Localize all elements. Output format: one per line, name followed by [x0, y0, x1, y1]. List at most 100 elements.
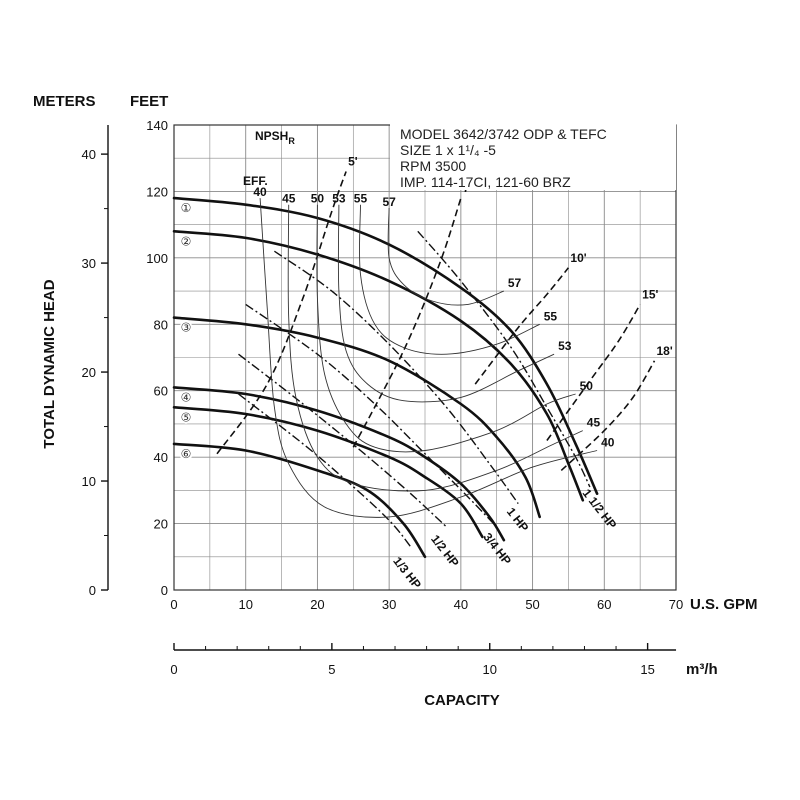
- m3h-tick-label: 10: [483, 662, 497, 677]
- grid: [173, 124, 677, 591]
- efficiency-curve-label-top: 40: [253, 185, 267, 199]
- impeller-marker-bg: [179, 447, 193, 461]
- npshr-curve-label: 10': [570, 251, 586, 265]
- hp-curve-label: 1 1/2 HP: [580, 486, 620, 531]
- impeller-marker: ②: [181, 234, 192, 248]
- x-tick-label: 40: [454, 597, 468, 612]
- efficiency-curve-label-right: 57: [508, 276, 522, 290]
- y-feet-tick-label: 120: [146, 184, 168, 199]
- hp-curve: [273, 250, 519, 505]
- meters-tick-label: 40: [82, 147, 96, 162]
- meters-axis-label: METERS: [33, 93, 96, 110]
- x-tick-label: 30: [382, 597, 396, 612]
- hp-curve: [238, 353, 447, 528]
- y-feet-tick-label: 100: [146, 251, 168, 266]
- horsepower-curves: 1 1/2 HP 1 HP3/4 HP 1/2 HP1/3 HP: [238, 230, 620, 592]
- impeller-marker: ⑤: [181, 410, 192, 424]
- x-tick-label: 50: [525, 597, 539, 612]
- y-feet-tick-label: 140: [146, 118, 168, 133]
- y-feet-tick-label: 60: [154, 384, 168, 399]
- efficiency-curve: [358, 204, 540, 355]
- npshr-curve: [560, 360, 656, 471]
- info-line-rpm: RPM 3500: [400, 158, 466, 174]
- x-tick-label: 20: [310, 597, 324, 612]
- efficiency-curve-label-top: 45: [282, 192, 296, 206]
- y-axis-title: TOTAL DYNAMIC HEAD: [41, 279, 58, 448]
- meters-tick-label: 0: [89, 583, 96, 598]
- efficiency-curve-label-top: 57: [382, 195, 396, 209]
- efficiency-curve-label-top: 55: [354, 192, 368, 206]
- impeller-marker: ①: [181, 201, 192, 215]
- axes: 0 10 20 30 40 50 60 700204060801001201400102030…: [82, 118, 684, 677]
- efficiency-curve-label-right: 55: [544, 309, 558, 323]
- m3h-tick-label: 5: [328, 662, 335, 677]
- efficiency-curve: [316, 204, 576, 453]
- info-line-impeller: IMP. 114-17CI, 121-60 BRZ: [400, 174, 571, 190]
- info-line-model: MODEL 3642/3742 ODP & TEFC: [400, 126, 607, 142]
- info-line-size: SIZE 1 x 1¹/₄ -5: [400, 142, 496, 158]
- impeller-curve-4: [172, 386, 506, 542]
- meters-tick-label: 20: [82, 365, 96, 380]
- impeller-marker: ④: [181, 390, 192, 404]
- hp-curve: [245, 303, 498, 528]
- npshr-curve-label: 5': [348, 155, 358, 169]
- impeller-curve-5: [172, 406, 484, 539]
- impeller-marker-bg: [179, 201, 193, 215]
- hp-curve: [417, 230, 591, 488]
- y-feet-tick-label: 20: [154, 517, 168, 532]
- npshr-curve-label: 18': [656, 344, 672, 358]
- impeller-curve-2: [172, 230, 585, 502]
- impeller-curves: ① ② ③ ④ ⑤ ⑥: [172, 196, 599, 559]
- meters-tick-label: 10: [82, 474, 96, 489]
- y-feet-tick-label: 40: [154, 450, 168, 465]
- impeller-marker: ⑥: [181, 447, 192, 461]
- efficiency-curve-label-right: 53: [558, 339, 572, 353]
- npshr-curve: [474, 267, 570, 385]
- x-axis-title: CAPACITY: [424, 692, 500, 709]
- meters-tick-label: 30: [82, 256, 96, 271]
- npshr-label: NPSHR: [255, 129, 295, 146]
- x-tick-label: 0: [170, 597, 177, 612]
- impeller-marker-bg: [179, 410, 193, 424]
- efficiency-curve-label-right: 40: [601, 436, 615, 450]
- gpm-unit-label: U.S. GPM: [690, 596, 758, 613]
- efficiency-curve-label-right: 45: [587, 416, 601, 430]
- efficiency-curve-label-right: 50: [580, 379, 594, 393]
- impeller-marker-bg: [179, 321, 193, 335]
- efficiency-curve: [337, 204, 555, 403]
- efficiency-curve: [387, 207, 505, 306]
- impeller-curve-1: [172, 196, 599, 495]
- efficiency-label: EFF.: [243, 174, 268, 188]
- y-feet-tick-label: 0: [161, 583, 168, 598]
- npshr-curve: [546, 303, 641, 441]
- impeller-marker-bg: [179, 390, 193, 404]
- impeller-marker: ③: [181, 321, 192, 335]
- npshr-curve-label: 15': [642, 287, 658, 301]
- impeller-curve-3: [172, 316, 541, 519]
- impeller-curve-6: [172, 442, 427, 559]
- efficiency-curve-label-top: 50: [311, 192, 325, 206]
- x-tick-label: 10: [238, 597, 252, 612]
- npshr-curve: [352, 197, 462, 448]
- hp-curve: [238, 393, 412, 548]
- m3h-unit-label: m³/h: [686, 661, 718, 678]
- efficiency-curve: [259, 198, 598, 518]
- m3h-tick-label: 0: [170, 662, 177, 677]
- hp-curve-label: 1/3 HP: [390, 554, 424, 592]
- x-tick-label: 70: [669, 597, 683, 612]
- impeller-marker-bg: [179, 234, 193, 248]
- efficiency-curve: [287, 204, 583, 492]
- npshr-curve: [216, 171, 347, 455]
- x-tick-label: 60: [597, 597, 611, 612]
- efficiency-curve-label-top: 53: [332, 192, 346, 206]
- y-feet-tick-label: 80: [154, 317, 168, 332]
- info-box-bg: [390, 124, 676, 190]
- m3h-tick-label: 15: [640, 662, 654, 677]
- hp-curve-label: 3/4 HP: [480, 530, 514, 568]
- labels: MODEL 3642/3742 ODP & TEFC SIZE 1 x 1¹/₄…: [33, 93, 758, 709]
- hp-curve-label: 1/2 HP: [428, 532, 462, 570]
- feet-axis-label: FEET: [130, 93, 168, 110]
- hp-curve-label: 1 HP: [504, 505, 531, 535]
